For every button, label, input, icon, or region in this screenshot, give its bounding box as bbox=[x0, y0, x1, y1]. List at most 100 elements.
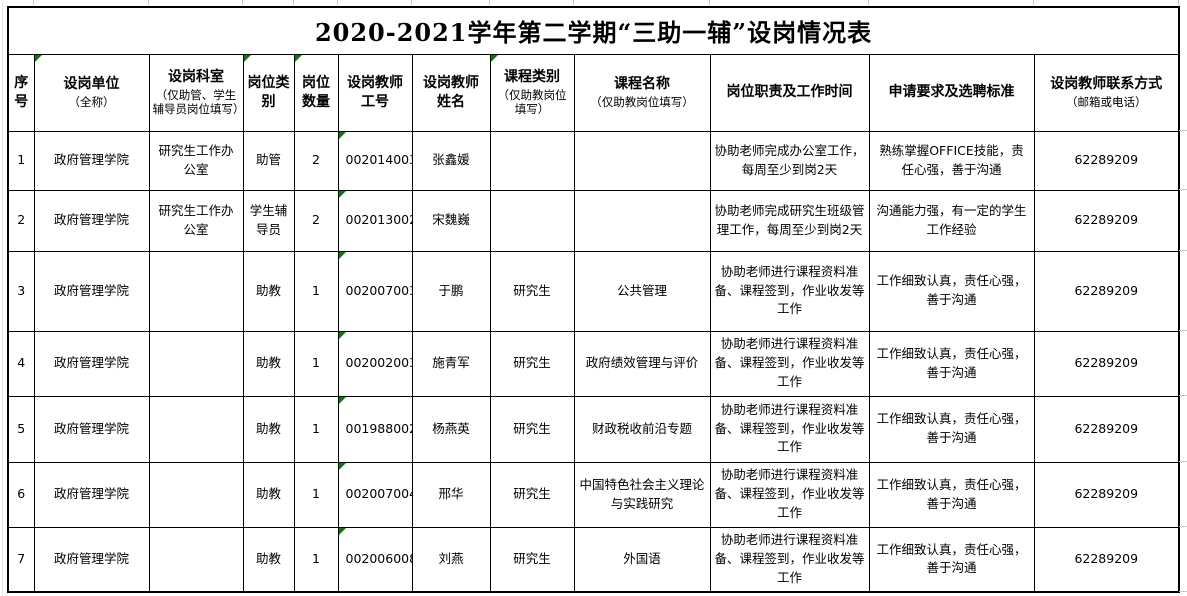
cell-serial[interactable]: 1 bbox=[7, 130, 35, 191]
cell-duties[interactable]: 协助老师进行课程资料准备、课程签到，作业收发等工作 bbox=[709, 330, 870, 397]
cell-requirements[interactable]: 工作细致认真，责任心强，善于沟通 bbox=[868, 461, 1035, 528]
cell-duties[interactable]: 协助老师进行课程资料准备、课程签到，作业收发等工作 bbox=[709, 250, 870, 332]
column-header-duties[interactable]: 岗位职责及工作时间 bbox=[709, 53, 870, 132]
cell-post-type[interactable]: 助教 bbox=[242, 330, 295, 397]
cell-post-count[interactable]: 1 bbox=[293, 461, 339, 528]
cell-course-name[interactable]: 政府绩效管理与评价 bbox=[573, 330, 711, 397]
column-header-requirements[interactable]: 申请要求及选聘标准 bbox=[868, 53, 1035, 132]
cell-teacher-id[interactable]: 0020070043 bbox=[337, 461, 413, 528]
cell-text: 政府管理学院 bbox=[53, 355, 129, 371]
cell-requirements[interactable]: 沟通能力强，有一定的学生工作经验 bbox=[868, 189, 1035, 252]
cell-teacher-id[interactable]: 0020130021 bbox=[337, 189, 413, 252]
cell-duties[interactable]: 协助老师完成研究生班级管理工作，每周至少到岗2天 bbox=[709, 189, 870, 252]
cell-requirements[interactable]: 熟练掌握OFFICE技能，责任心强，善于沟通 bbox=[868, 130, 1035, 191]
cell-post-type[interactable]: 助教 bbox=[242, 395, 295, 463]
cell-teacher-name[interactable]: 杨燕英 bbox=[411, 395, 491, 463]
cell-unit[interactable]: 政府管理学院 bbox=[33, 330, 150, 397]
cell-duties[interactable]: 协助老师进行课程资料准备、课程签到，作业收发等工作 bbox=[709, 461, 870, 528]
cell-contact[interactable]: 62289209 bbox=[1033, 461, 1180, 528]
cell-post-count[interactable]: 1 bbox=[293, 395, 339, 463]
cell-contact[interactable]: 62289209 bbox=[1033, 250, 1180, 332]
cell-course-type[interactable]: 研究生 bbox=[489, 395, 575, 463]
cell-teacher-name[interactable]: 施青军 bbox=[411, 330, 491, 397]
cell-text: 研究生 bbox=[513, 355, 551, 371]
cell-post-count[interactable]: 1 bbox=[293, 526, 339, 593]
column-header-teacher-id[interactable]: 设岗教师 工号 bbox=[337, 53, 413, 132]
cell-department[interactable] bbox=[148, 250, 244, 332]
cell-serial[interactable]: 6 bbox=[7, 461, 35, 528]
cell-department[interactable]: 研究生工作办公室 bbox=[148, 189, 244, 252]
column-header-course-name[interactable]: 课程名称 （仅助教岗位填写） bbox=[573, 53, 711, 132]
cell-department[interactable] bbox=[148, 526, 244, 593]
cell-course-name[interactable]: 外国语 bbox=[573, 526, 711, 593]
cell-department[interactable] bbox=[148, 395, 244, 463]
cell-post-type[interactable]: 助教 bbox=[242, 250, 295, 332]
cell-requirements[interactable]: 工作细致认真，责任心强，善于沟通 bbox=[868, 250, 1035, 332]
cell-duties[interactable]: 协助老师进行课程资料准备、课程签到，作业收发等工作 bbox=[709, 526, 870, 593]
cell-contact[interactable]: 62289209 bbox=[1033, 526, 1180, 593]
cell-teacher-name[interactable]: 宋魏巍 bbox=[411, 189, 491, 252]
cell-course-type[interactable]: 研究生 bbox=[489, 461, 575, 528]
cell-teacher-id[interactable]: 0019880027 bbox=[337, 395, 413, 463]
cell-teacher-name[interactable]: 刘燕 bbox=[411, 526, 491, 593]
cell-duties[interactable]: 协助老师进行课程资料准备、课程签到，作业收发等工作 bbox=[709, 395, 870, 463]
cell-post-count[interactable]: 1 bbox=[293, 330, 339, 397]
cell-unit[interactable]: 政府管理学院 bbox=[33, 250, 150, 332]
cell-course-name[interactable]: 中国特色社会主义理论与实践研究 bbox=[573, 461, 711, 528]
cell-requirements[interactable]: 工作细致认真，责任心强，善于沟通 bbox=[868, 395, 1035, 463]
cell-duties[interactable]: 协助老师完成办公室工作，每周至少到岗2天 bbox=[709, 130, 870, 191]
column-header-unit[interactable]: 设岗单位 （全称） bbox=[33, 53, 150, 132]
cell-course-type[interactable]: 研究生 bbox=[489, 330, 575, 397]
cell-post-count[interactable]: 1 bbox=[293, 250, 339, 332]
cell-course-type[interactable] bbox=[489, 130, 575, 191]
cell-department[interactable]: 研究生工作办公室 bbox=[148, 130, 244, 191]
cell-unit[interactable]: 政府管理学院 bbox=[33, 189, 150, 252]
cell-serial[interactable]: 7 bbox=[7, 526, 35, 593]
cell-course-name[interactable]: 公共管理 bbox=[573, 250, 711, 332]
cell-course-type[interactable] bbox=[489, 189, 575, 252]
cell-serial[interactable]: 2 bbox=[7, 189, 35, 252]
cell-post-count[interactable]: 2 bbox=[293, 189, 339, 252]
cell-teacher-name[interactable]: 于鹏 bbox=[411, 250, 491, 332]
cell-teacher-id[interactable]: 0020020034 bbox=[337, 330, 413, 397]
cell-course-name[interactable] bbox=[573, 189, 711, 252]
cell-course-type[interactable]: 研究生 bbox=[489, 250, 575, 332]
cell-unit[interactable]: 政府管理学院 bbox=[33, 130, 150, 191]
cell-unit[interactable]: 政府管理学院 bbox=[33, 395, 150, 463]
cell-unit[interactable]: 政府管理学院 bbox=[33, 526, 150, 593]
cell-teacher-name[interactable]: 邢华 bbox=[411, 461, 491, 528]
cell-post-type[interactable]: 助管 bbox=[242, 130, 295, 191]
cell-serial[interactable]: 4 bbox=[7, 330, 35, 397]
cell-requirements[interactable]: 工作细致认真，责任心强，善于沟通 bbox=[868, 330, 1035, 397]
cell-unit[interactable]: 政府管理学院 bbox=[33, 461, 150, 528]
column-header-teacher-name[interactable]: 设岗教师 姓名 bbox=[411, 53, 491, 132]
column-header-post-count[interactable]: 岗位 数量 bbox=[293, 53, 339, 132]
column-header-serial[interactable]: 序 号 bbox=[7, 53, 35, 132]
column-header-post-type[interactable]: 岗位类 别 bbox=[242, 53, 295, 132]
cell-contact[interactable]: 62289209 bbox=[1033, 130, 1180, 191]
cell-teacher-name[interactable]: 张鑫媛 bbox=[411, 130, 491, 191]
cell-teacher-id[interactable]: 0020140031 bbox=[337, 130, 413, 191]
cell-post-type[interactable]: 助教 bbox=[242, 526, 295, 593]
column-header-contact[interactable]: 设岗教师联系方式 （邮箱或电话） bbox=[1033, 53, 1180, 132]
cell-course-name[interactable] bbox=[573, 130, 711, 191]
cell-course-type[interactable]: 研究生 bbox=[489, 526, 575, 593]
column-header-course-type[interactable]: 课程类别 （仅助教岗位填写） bbox=[489, 53, 575, 132]
cell-contact[interactable]: 62289209 bbox=[1033, 395, 1180, 463]
cell-contact[interactable]: 62289209 bbox=[1033, 330, 1180, 397]
cell-serial[interactable]: 5 bbox=[7, 395, 35, 463]
cell-post-count[interactable]: 2 bbox=[293, 130, 339, 191]
cell-course-name[interactable]: 财政税收前沿专题 bbox=[573, 395, 711, 463]
cell-department[interactable] bbox=[148, 330, 244, 397]
cell-serial[interactable]: 3 bbox=[7, 250, 35, 332]
column-header-department[interactable]: 设岗科室 （仅助管、学生辅导员岗位填写） bbox=[148, 53, 244, 132]
cell-text: 4 bbox=[17, 355, 26, 371]
cell-contact[interactable]: 62289209 bbox=[1033, 189, 1180, 252]
cell-post-type[interactable]: 学生辅导员 bbox=[242, 189, 295, 252]
cell-requirements[interactable]: 工作细致认真，责任心强，善于沟通 bbox=[868, 526, 1035, 593]
cell-teacher-id[interactable]: 0020060086 bbox=[337, 526, 413, 593]
cell-post-type[interactable]: 助教 bbox=[242, 461, 295, 528]
cell-teacher-id[interactable]: 0020070039 bbox=[337, 250, 413, 332]
cell-department[interactable] bbox=[148, 461, 244, 528]
table-title-cell[interactable]: 2020-2021学年第二学期“三助一辅”设岗情况表 bbox=[7, 6, 1180, 55]
